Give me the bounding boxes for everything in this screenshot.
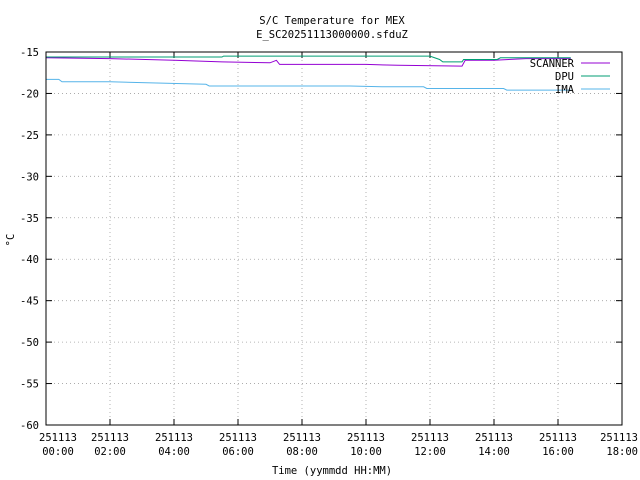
x-tick-label-time: 14:00 [478, 446, 510, 458]
grid [45, 51, 623, 426]
y-tick-label: -60 [20, 420, 39, 432]
y-tick-label: -50 [20, 337, 39, 349]
series-line-dpu [46, 55, 571, 63]
x-tick-label-time: 06:00 [222, 446, 254, 458]
y-tick-label: -40 [20, 254, 39, 266]
x-tick-label-date: 251113 [283, 432, 321, 444]
y-tick-label: -35 [20, 213, 39, 225]
x-tick-label-date: 251113 [539, 432, 577, 444]
x-tick-label-time: 16:00 [542, 446, 574, 458]
x-tick-label-time: 00:00 [42, 446, 74, 458]
series-line-ima [46, 78, 571, 91]
y-tick-label: -30 [20, 171, 39, 183]
chart-title: S/C Temperature for MEX [259, 15, 405, 27]
x-tick-label-time: 12:00 [414, 446, 446, 458]
y-tick-label: -25 [20, 130, 39, 142]
x-tick-label-time: 10:00 [350, 446, 382, 458]
x-tick-label-date: 251113 [411, 432, 449, 444]
x-tick-label-date: 251113 [155, 432, 193, 444]
x-tick-label-time: 18:00 [606, 446, 638, 458]
y-tick-labels: -15 -20 -25 -30 -35 -40 -45 -50 -55 -60 [20, 47, 39, 432]
x-tick-label-date: 251113 [347, 432, 385, 444]
x-tick-label-date: 251113 [219, 432, 257, 444]
y-tick-label: -55 [20, 379, 39, 391]
x-tick-label-time: 02:00 [94, 446, 126, 458]
plot-frame [45, 51, 623, 426]
x-tick-labels: 251113 00:00 251113 02:00 251113 04:00 251113 0… [39, 432, 638, 458]
x-tick-label-date: 251113 [39, 432, 77, 444]
y-axis-label: °C [5, 234, 17, 247]
x-axis-label: Time (yymmdd HH:MM) [272, 465, 392, 477]
x-tick-label-date: 251113 [91, 432, 129, 444]
chart-subtitle: E_SC20251113000000.sfduZ [256, 29, 408, 41]
y-tick-label: -45 [20, 296, 39, 308]
series-lines [45, 55, 571, 91]
legend-label-scanner: SCANNER [530, 58, 575, 70]
legend-label-dpu: DPU [555, 71, 574, 83]
y-tick-label: -15 [20, 47, 39, 59]
x-tick-label-time: 04:00 [158, 446, 190, 458]
legend-label-ima: IMA [555, 84, 575, 96]
x-tick-label-date: 251113 [475, 432, 513, 444]
x-tick-label-time: 08:00 [286, 446, 318, 458]
series-line-scanner [45, 57, 571, 67]
x-tick-label-date: 251113 [600, 432, 638, 444]
y-tick-label: -20 [20, 88, 39, 100]
